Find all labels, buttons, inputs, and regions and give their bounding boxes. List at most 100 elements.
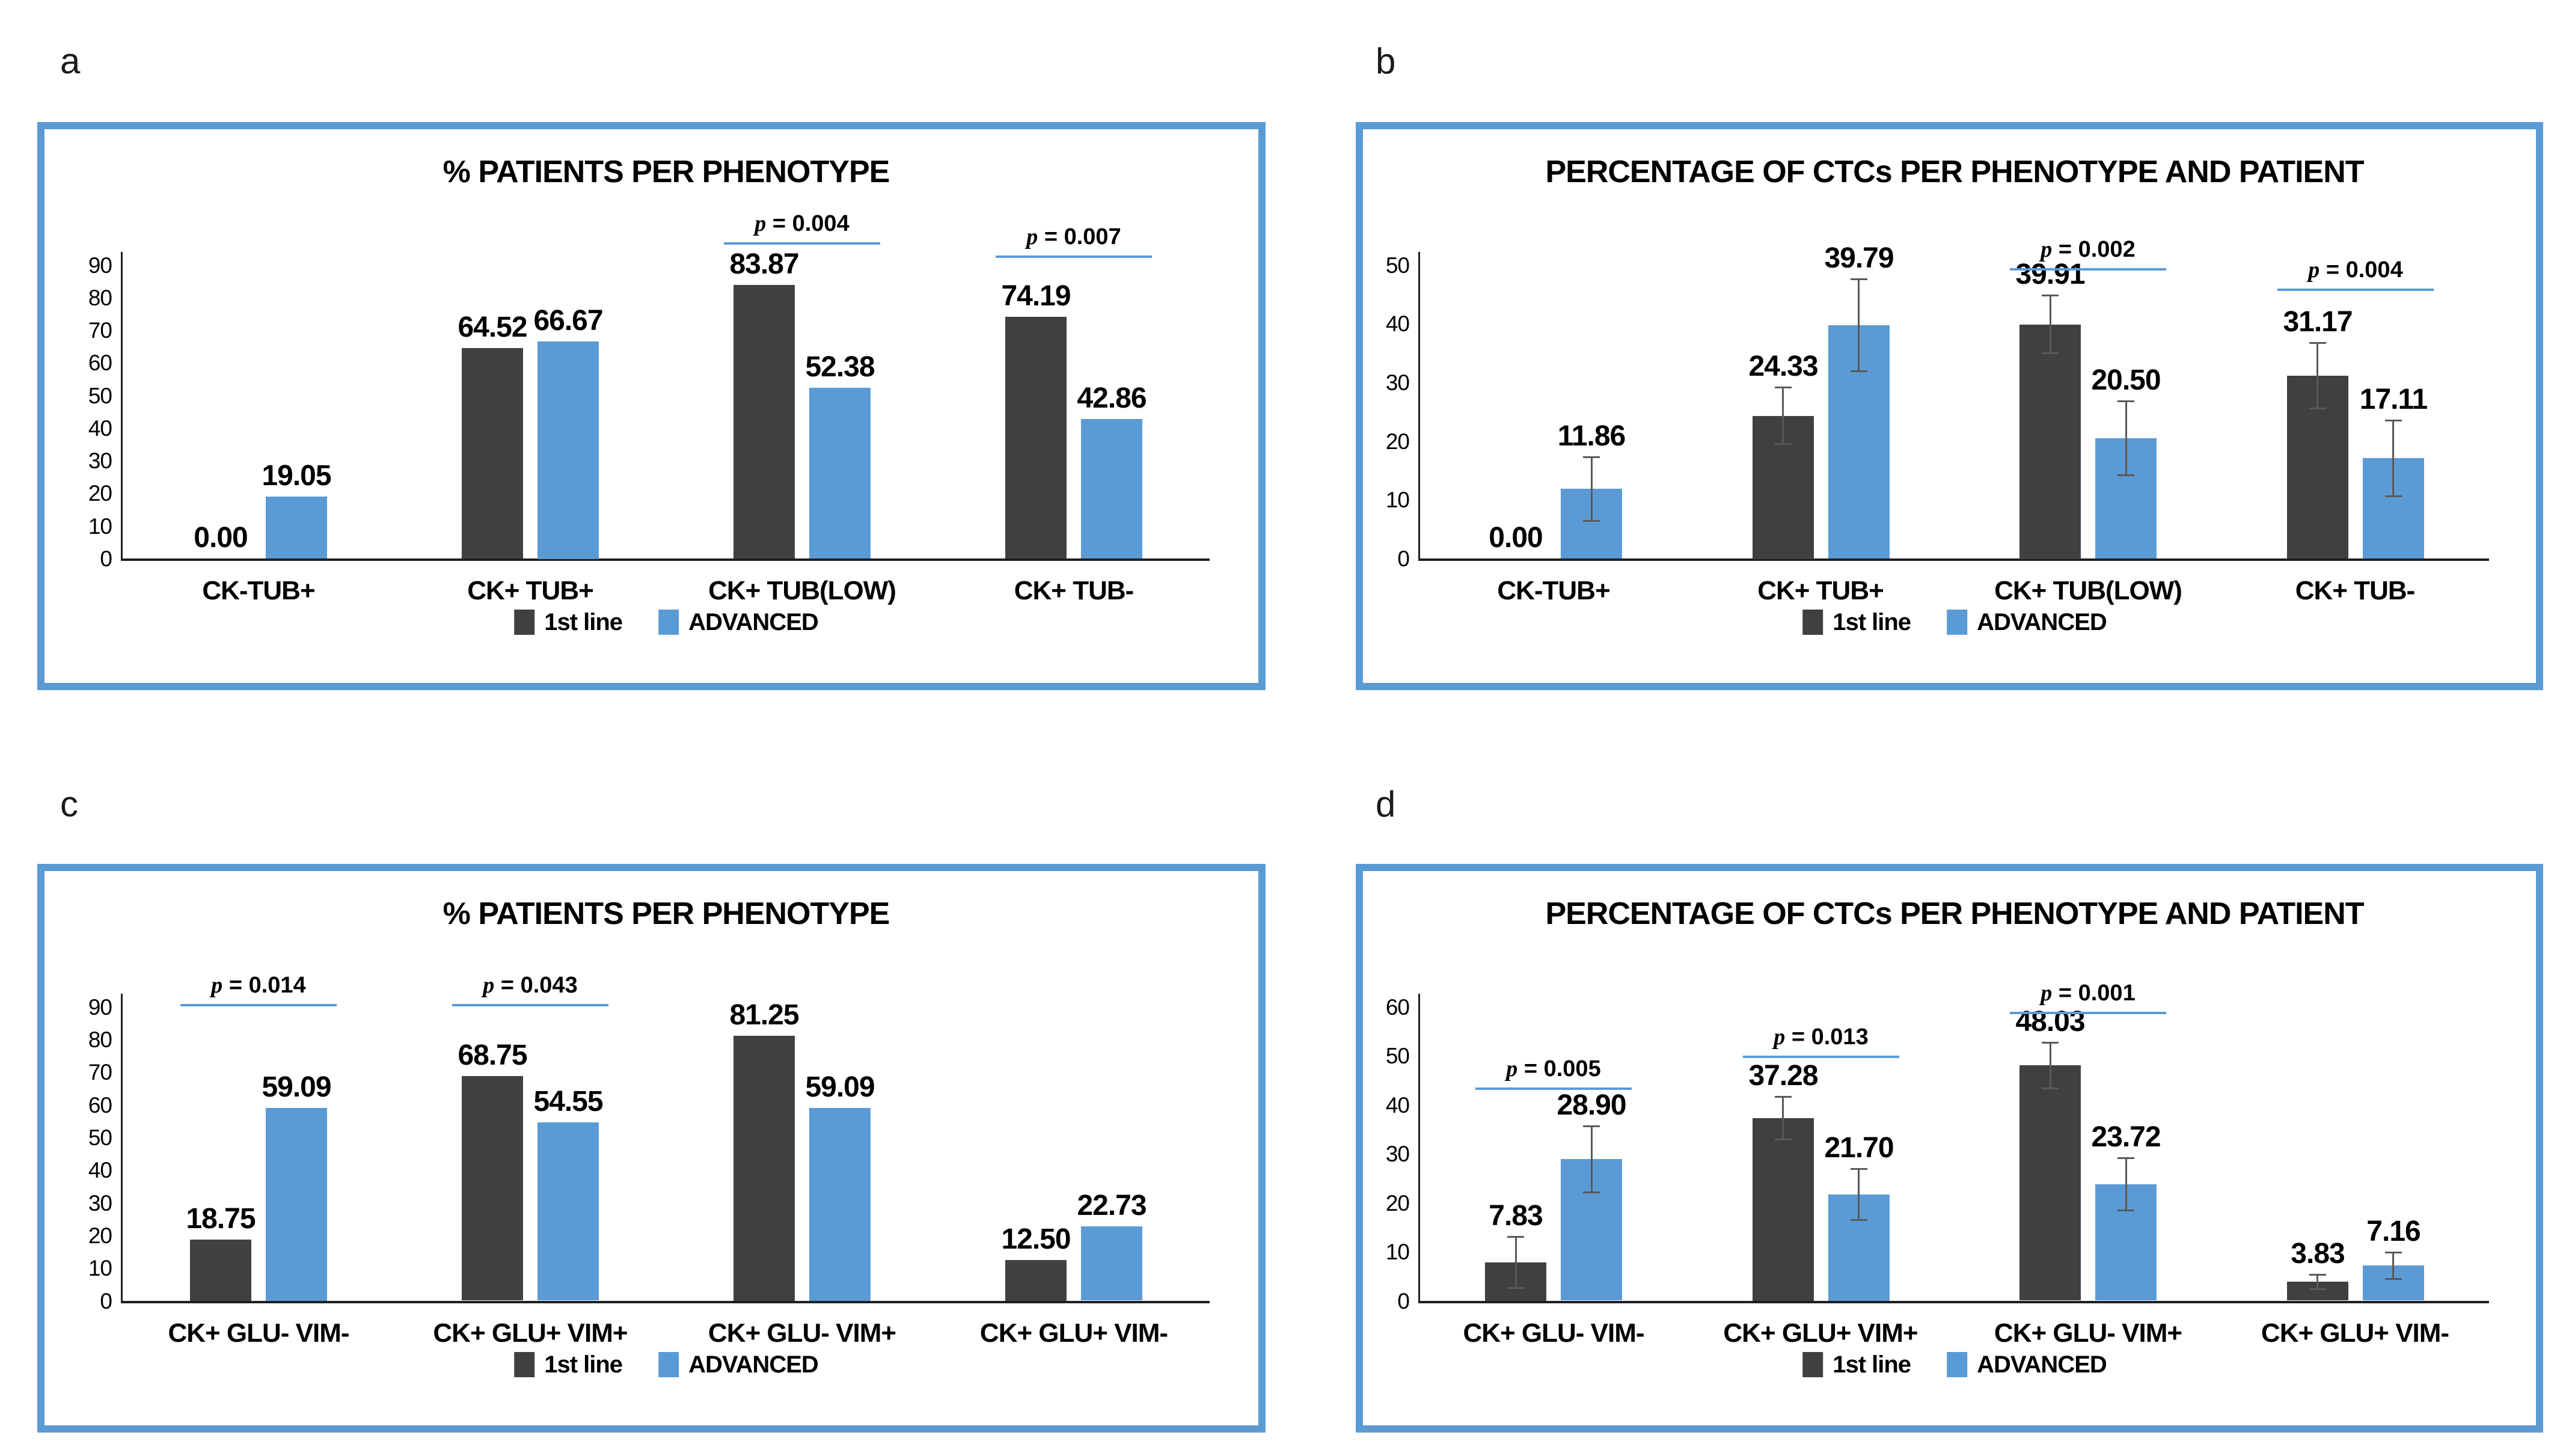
error-bar-cap-bottom bbox=[1507, 1287, 1524, 1289]
y-tick-label: 20 bbox=[1385, 429, 1410, 454]
p-value-text: = 0.004 bbox=[2319, 257, 2403, 283]
bar-advanced bbox=[266, 497, 327, 558]
error-bar-cap-top bbox=[2042, 295, 2059, 296]
chart-panel-b: PERCENTAGE OF CTCs PER PHENOTYPE AND PAT… bbox=[1356, 122, 2543, 690]
p-value-line bbox=[180, 1004, 337, 1006]
y-tick-label: 50 bbox=[1385, 253, 1410, 278]
category-label: CK-TUB+ bbox=[1497, 576, 1610, 605]
y-tick-label: 10 bbox=[1385, 488, 1410, 512]
error-bar-whisker bbox=[1858, 1169, 1860, 1220]
p-value-text: = 0.002 bbox=[2052, 237, 2136, 262]
legend-swatch-icon bbox=[1947, 1352, 1968, 1377]
x-axis-line bbox=[1418, 558, 2489, 561]
legend-item: 1st line bbox=[514, 1352, 623, 1377]
p-symbol: p bbox=[211, 973, 223, 998]
y-tick-label: 60 bbox=[88, 350, 112, 375]
value-label: 42.86 bbox=[1077, 382, 1147, 414]
y-tick-label: 90 bbox=[88, 253, 112, 278]
p-value-label: p = 0.005 bbox=[1506, 1057, 1600, 1080]
error-bar-cap-top bbox=[1775, 387, 1792, 388]
y-tick-label: 0 bbox=[100, 1289, 112, 1314]
chart-title-a: % PATIENTS PER PHENOTYPE bbox=[442, 154, 890, 189]
value-label: 22.73 bbox=[1077, 1190, 1147, 1222]
error-bar-whisker bbox=[2316, 1274, 2318, 1289]
p-value-text: = 0.007 bbox=[1038, 224, 1121, 249]
p-value-label: p = 0.014 bbox=[211, 974, 305, 997]
legend-label: 1st line bbox=[1833, 609, 1911, 635]
error-bar-cap-top bbox=[2309, 1274, 2326, 1276]
value-label: 18.75 bbox=[186, 1203, 256, 1235]
value-label: 0.00 bbox=[1489, 522, 1543, 554]
error-bar-whisker bbox=[2050, 1042, 2051, 1089]
legend-item: 1st line bbox=[1802, 610, 1911, 635]
bar-1st-line bbox=[2019, 325, 2081, 559]
category-label: CK+ GLU+ VIM+ bbox=[433, 1318, 628, 1348]
bar-1st-line bbox=[462, 348, 523, 558]
error-bar-cap-top bbox=[1851, 1168, 1867, 1170]
error-bar-cap-bottom bbox=[2309, 1288, 2326, 1290]
p-value-line bbox=[452, 1004, 608, 1006]
p-value-line bbox=[2010, 1012, 2166, 1014]
p-symbol: p bbox=[1506, 1056, 1518, 1081]
legend-swatch-icon bbox=[1947, 610, 1968, 635]
legend-swatch-icon bbox=[658, 610, 679, 635]
y-tick-label: 40 bbox=[1385, 311, 1410, 336]
error-bar-cap-bottom bbox=[1583, 1191, 1600, 1193]
legend-swatch-icon bbox=[514, 610, 535, 635]
error-bar-cap-top bbox=[2117, 400, 2134, 402]
category-label: CK+ GLU+ VIM+ bbox=[1723, 1318, 1918, 1348]
value-label: 28.90 bbox=[1557, 1089, 1626, 1121]
error-bar-whisker bbox=[1515, 1237, 1517, 1288]
chart-title-d: PERCENTAGE OF CTCs PER PHENOTYPE AND PAT… bbox=[1545, 896, 2364, 931]
y-tick-label: 20 bbox=[88, 481, 112, 506]
y-tick-label: 70 bbox=[88, 318, 112, 343]
value-label: 39.91 bbox=[2015, 258, 2085, 290]
error-bar-whisker bbox=[1782, 387, 1784, 445]
category-label: CK+ TUB(LOW) bbox=[708, 576, 896, 605]
plot-area: 18.75 59.09 68.75 54.55 81.25 59.09 12.50 22.73… bbox=[123, 974, 1210, 1301]
error-bar-cap-top bbox=[1583, 1125, 1600, 1127]
error-bar-cap-top bbox=[1851, 278, 1867, 280]
category-label: CK+ TUB+ bbox=[1757, 576, 1884, 605]
p-value-text: = 0.043 bbox=[494, 973, 578, 998]
panel-letter-a: a bbox=[60, 41, 81, 81]
y-tick-label: 50 bbox=[88, 384, 112, 408]
x-axis-line bbox=[121, 1301, 1210, 1303]
value-label: 39.79 bbox=[1824, 242, 1894, 274]
p-value-text: = 0.013 bbox=[1785, 1024, 1869, 1050]
p-symbol: p bbox=[755, 211, 767, 236]
bar-advanced bbox=[537, 341, 599, 559]
p-symbol: p bbox=[2308, 257, 2320, 283]
legend-item: ADVANCED bbox=[658, 610, 819, 635]
y-axis-line bbox=[1418, 252, 1420, 558]
y-tick-label: 30 bbox=[1385, 370, 1410, 395]
chart-panel-d: PERCENTAGE OF CTCs PER PHENOTYPE AND PAT… bbox=[1356, 864, 2543, 1433]
plot-area: 0.00 11.86 24.33 39.79 39.91 20.50 31.17 17.11 p… bbox=[1420, 238, 2489, 559]
bar-1st-line bbox=[462, 1076, 523, 1300]
error-bar-cap-bottom bbox=[2042, 1087, 2059, 1089]
bar-1st-line bbox=[2019, 1065, 2081, 1300]
bar-1st-line bbox=[733, 285, 795, 558]
y-tick-label: 20 bbox=[1385, 1191, 1410, 1216]
error-bar-cap-top bbox=[2309, 342, 2326, 344]
y-axis-line bbox=[121, 252, 123, 558]
p-value-text: = 0.005 bbox=[1517, 1056, 1601, 1081]
p-symbol: p bbox=[483, 973, 495, 998]
x-axis-line bbox=[121, 558, 1210, 561]
error-bar-cap-bottom bbox=[2117, 1210, 2134, 1211]
y-tick-label: 40 bbox=[88, 1158, 112, 1182]
error-bar-whisker bbox=[2316, 343, 2318, 408]
error-bar-cap-bottom bbox=[2385, 495, 2402, 497]
error-bar-whisker bbox=[2392, 420, 2394, 497]
bar-1st-line bbox=[1753, 1118, 1814, 1301]
legend-label: ADVANCED bbox=[1977, 1351, 2107, 1378]
p-value-label: p = 0.013 bbox=[1774, 1026, 1868, 1048]
y-tick-label: 40 bbox=[1385, 1093, 1410, 1118]
category-label: CK+ GLU- VIM- bbox=[1463, 1318, 1644, 1348]
p-symbol: p bbox=[1774, 1024, 1786, 1050]
error-bar-whisker bbox=[2050, 295, 2051, 354]
y-tick-label: 30 bbox=[88, 448, 112, 473]
bar-advanced bbox=[809, 388, 871, 558]
y-tick-label: 10 bbox=[88, 514, 112, 539]
value-label: 81.25 bbox=[729, 999, 799, 1031]
